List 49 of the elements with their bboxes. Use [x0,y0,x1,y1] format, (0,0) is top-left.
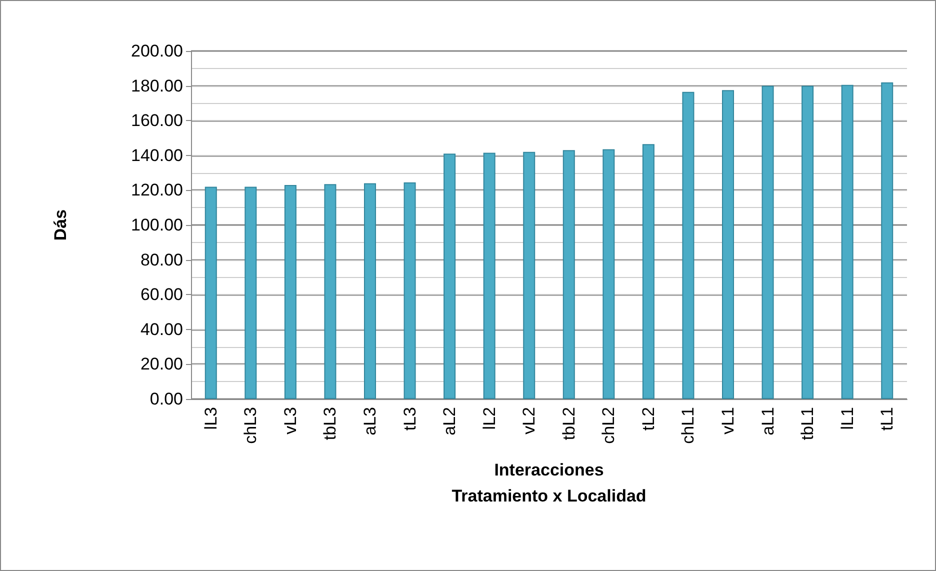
bar [802,86,814,399]
y-tick-label: 140.00 [131,146,183,165]
x-tick-label: tL1 [878,407,897,431]
x-tick-label: tbL3 [320,407,340,440]
bar [523,152,536,399]
bar [682,92,694,399]
y-tick-label: 80.00 [140,250,183,270]
y-tick-label: 40.00 [140,320,183,339]
x-tick-label: aL3 [360,407,380,436]
x-tick-label: aL1 [758,407,778,436]
y-tick-label: 100.00 [131,216,183,234]
x-tick-label: lL2 [480,407,499,430]
bar [204,186,217,399]
bar [642,144,654,399]
x-axis-title: Interacciones Tratamiento x Localidad [452,460,646,506]
y-tick-label: 0.00 [150,390,183,408]
x-tick-label: vL1 [718,407,738,434]
y-tick-label: 60.00 [140,285,183,304]
x-tick-label: chL1 [678,407,698,444]
bar [841,84,854,399]
bar [722,90,734,399]
y-tick-label: 160.00 [131,111,183,130]
bar [244,186,257,399]
bar [404,182,416,399]
bar [483,152,496,399]
bar [364,183,376,399]
bar [444,154,456,399]
y-tick-label: 120.00 [131,180,183,200]
bar [284,184,296,399]
y-axis-title: Dás [51,209,70,241]
x-tick-label: tbL2 [559,407,578,440]
x-tick-label: chL2 [599,407,618,444]
bar [762,86,774,399]
y-tick-label: 180.00 [131,76,183,96]
x-tick-label: vL3 [280,407,300,434]
y-tick-label: 200.00 [131,42,183,60]
bar [562,150,575,399]
x-tick-label: vL2 [520,407,539,434]
y-tick-label: 20.00 [140,354,183,374]
bar [881,82,894,399]
x-tick-label: tL2 [638,407,658,431]
x-tick-label: chL3 [241,407,260,444]
x-tick-label: lL3 [201,407,220,430]
bar [324,184,336,399]
bar [602,149,615,399]
x-tick-label: tbL1 [798,407,818,440]
x-tick-label: tL3 [400,407,420,431]
x-tick-label: aL2 [440,407,460,436]
x-tick-label: lL1 [838,407,857,430]
